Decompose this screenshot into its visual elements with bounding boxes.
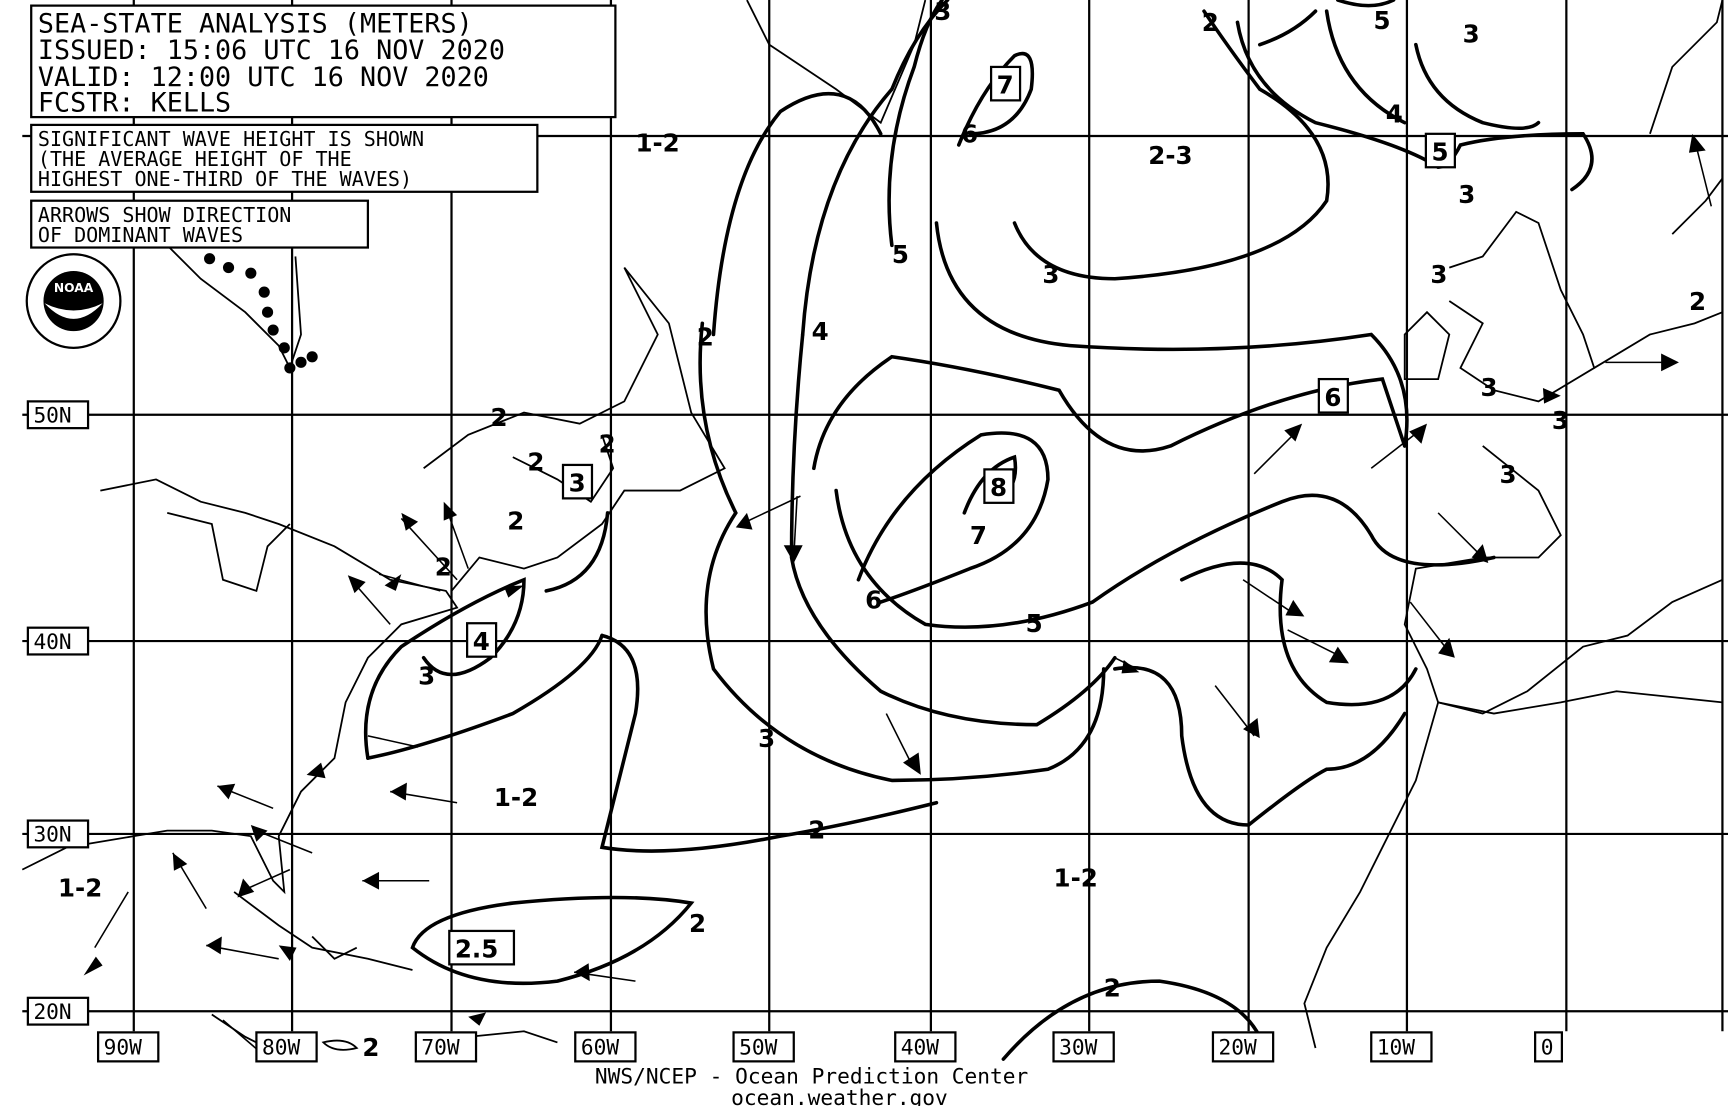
svg-text:20N: 20N [33, 999, 71, 1024]
noaa-logo: NOAA [25, 253, 122, 349]
longitude-labels: 90W 80W 70W 60W 50W 40W 30W 20W 10W 0 [96, 1031, 1564, 1063]
svg-text:2: 2 [435, 552, 452, 581]
svg-text:5: 5 [1373, 6, 1390, 35]
svg-text:80W: 80W [262, 1035, 300, 1060]
svg-text:6: 6 [961, 120, 978, 149]
svg-text:8: 8 [990, 473, 1007, 502]
svg-text:50N: 50N [33, 403, 71, 428]
wave-height-note: SIGNIFICANT WAVE HEIGHT IS SHOWN (THE AV… [30, 123, 539, 193]
svg-text:2: 2 [697, 323, 714, 352]
svg-text:2: 2 [1689, 287, 1706, 316]
svg-text:3: 3 [569, 469, 586, 498]
svg-text:2-3: 2-3 [1148, 141, 1192, 170]
svg-text:2: 2 [362, 1033, 379, 1062]
latitude-labels: 50N 40N 30N 20N [26, 400, 90, 1026]
svg-text:3: 3 [1430, 260, 1447, 289]
boxed-maxima: 7 5 6 8 3 4 2.5 [448, 65, 1456, 966]
svg-text:(THE AVERAGE HEIGHT OF THE: (THE AVERAGE HEIGHT OF THE [38, 147, 352, 171]
footer-website[interactable]: ocean.weather.gov [731, 1085, 948, 1106]
svg-text:1-2: 1-2 [635, 129, 679, 158]
svg-text:70W: 70W [421, 1035, 459, 1060]
svg-text:3: 3 [1481, 373, 1498, 402]
issued-time: ISSUED: 15:06 UTC 16 NOV 2020 [38, 35, 505, 66]
valid-time: VALID: 12:00 UTC 16 NOV 2020 [38, 62, 489, 93]
svg-text:6: 6 [1324, 383, 1341, 412]
svg-text:20W: 20W [1219, 1035, 1257, 1060]
svg-text:NOAA: NOAA [54, 281, 94, 295]
range-labels: 1-2 2-3 1-2 1-2 1-2 [58, 129, 1193, 903]
svg-text:2.5: 2.5 [455, 935, 498, 964]
svg-text:2: 2 [491, 403, 508, 432]
svg-text:2: 2 [1202, 8, 1219, 37]
svg-text:40W: 40W [901, 1035, 939, 1060]
svg-text:HIGHEST ONE-THIRD OF THE WAVES: HIGHEST ONE-THIRD OF THE WAVES) [38, 167, 412, 191]
svg-text:0: 0 [1541, 1035, 1554, 1060]
svg-text:3: 3 [934, 0, 951, 26]
svg-text:10W: 10W [1377, 1035, 1415, 1060]
svg-text:5: 5 [892, 240, 909, 269]
svg-text:2: 2 [599, 430, 616, 459]
svg-text:5: 5 [1026, 609, 1043, 638]
svg-text:60W: 60W [581, 1035, 619, 1060]
svg-text:2: 2 [808, 815, 825, 844]
svg-text:3: 3 [1463, 19, 1480, 48]
svg-text:2: 2 [689, 909, 706, 938]
svg-text:3: 3 [758, 724, 775, 753]
svg-text:SIGNIFICANT WAVE HEIGHT IS SHO: SIGNIFICANT WAVE HEIGHT IS SHOWN [38, 127, 424, 151]
svg-text:ARROWS SHOW DIRECTION: ARROWS SHOW DIRECTION [38, 203, 291, 227]
svg-text:3: 3 [1458, 180, 1475, 209]
svg-text:40N: 40N [33, 629, 71, 654]
svg-text:3: 3 [1499, 460, 1516, 489]
svg-text:2: 2 [527, 448, 544, 477]
svg-text:5: 5 [1431, 138, 1448, 167]
svg-text:7: 7 [997, 71, 1014, 100]
arrows-note: ARROWS SHOW DIRECTION OF DOMINANT WAVES [30, 199, 370, 249]
svg-text:30N: 30N [33, 822, 71, 847]
svg-text:1-2: 1-2 [1054, 863, 1098, 892]
svg-text:50W: 50W [739, 1035, 777, 1060]
wave-height-contours [363, 0, 1594, 1061]
contour-labels: 3 2 5 3 6 4 3 2 5 4 3 3 3 2 3 3 2 2 2 2 … [362, 0, 1706, 1062]
svg-text:7: 7 [970, 521, 987, 550]
svg-text:2: 2 [507, 507, 524, 536]
svg-text:OF DOMINANT WAVES: OF DOMINANT WAVES [38, 223, 243, 247]
chart-title: SEA-STATE ANALYSIS (METERS) [38, 8, 473, 39]
wave-direction-arrows [83, 133, 1713, 1055]
svg-text:4: 4 [812, 317, 829, 346]
svg-text:3: 3 [418, 662, 435, 691]
svg-text:4: 4 [473, 627, 490, 656]
svg-text:6: 6 [865, 586, 882, 615]
coastlines [21, 0, 1724, 1060]
svg-text:30W: 30W [1059, 1035, 1097, 1060]
svg-text:3: 3 [1552, 406, 1569, 435]
svg-text:1-2: 1-2 [58, 873, 102, 902]
svg-text:1-2: 1-2 [494, 783, 538, 812]
header-box: SEA-STATE ANALYSIS (METERS) ISSUED: 15:0… [30, 4, 617, 119]
svg-text:4: 4 [1386, 100, 1403, 129]
footer-agency: NWS/NCEP - Ocean Prediction Center [595, 1064, 1028, 1089]
svg-text:2: 2 [1104, 974, 1121, 1003]
forecaster: FCSTR: KELLS [38, 88, 231, 119]
svg-text:90W: 90W [104, 1035, 142, 1060]
svg-text:3: 3 [1042, 260, 1059, 289]
